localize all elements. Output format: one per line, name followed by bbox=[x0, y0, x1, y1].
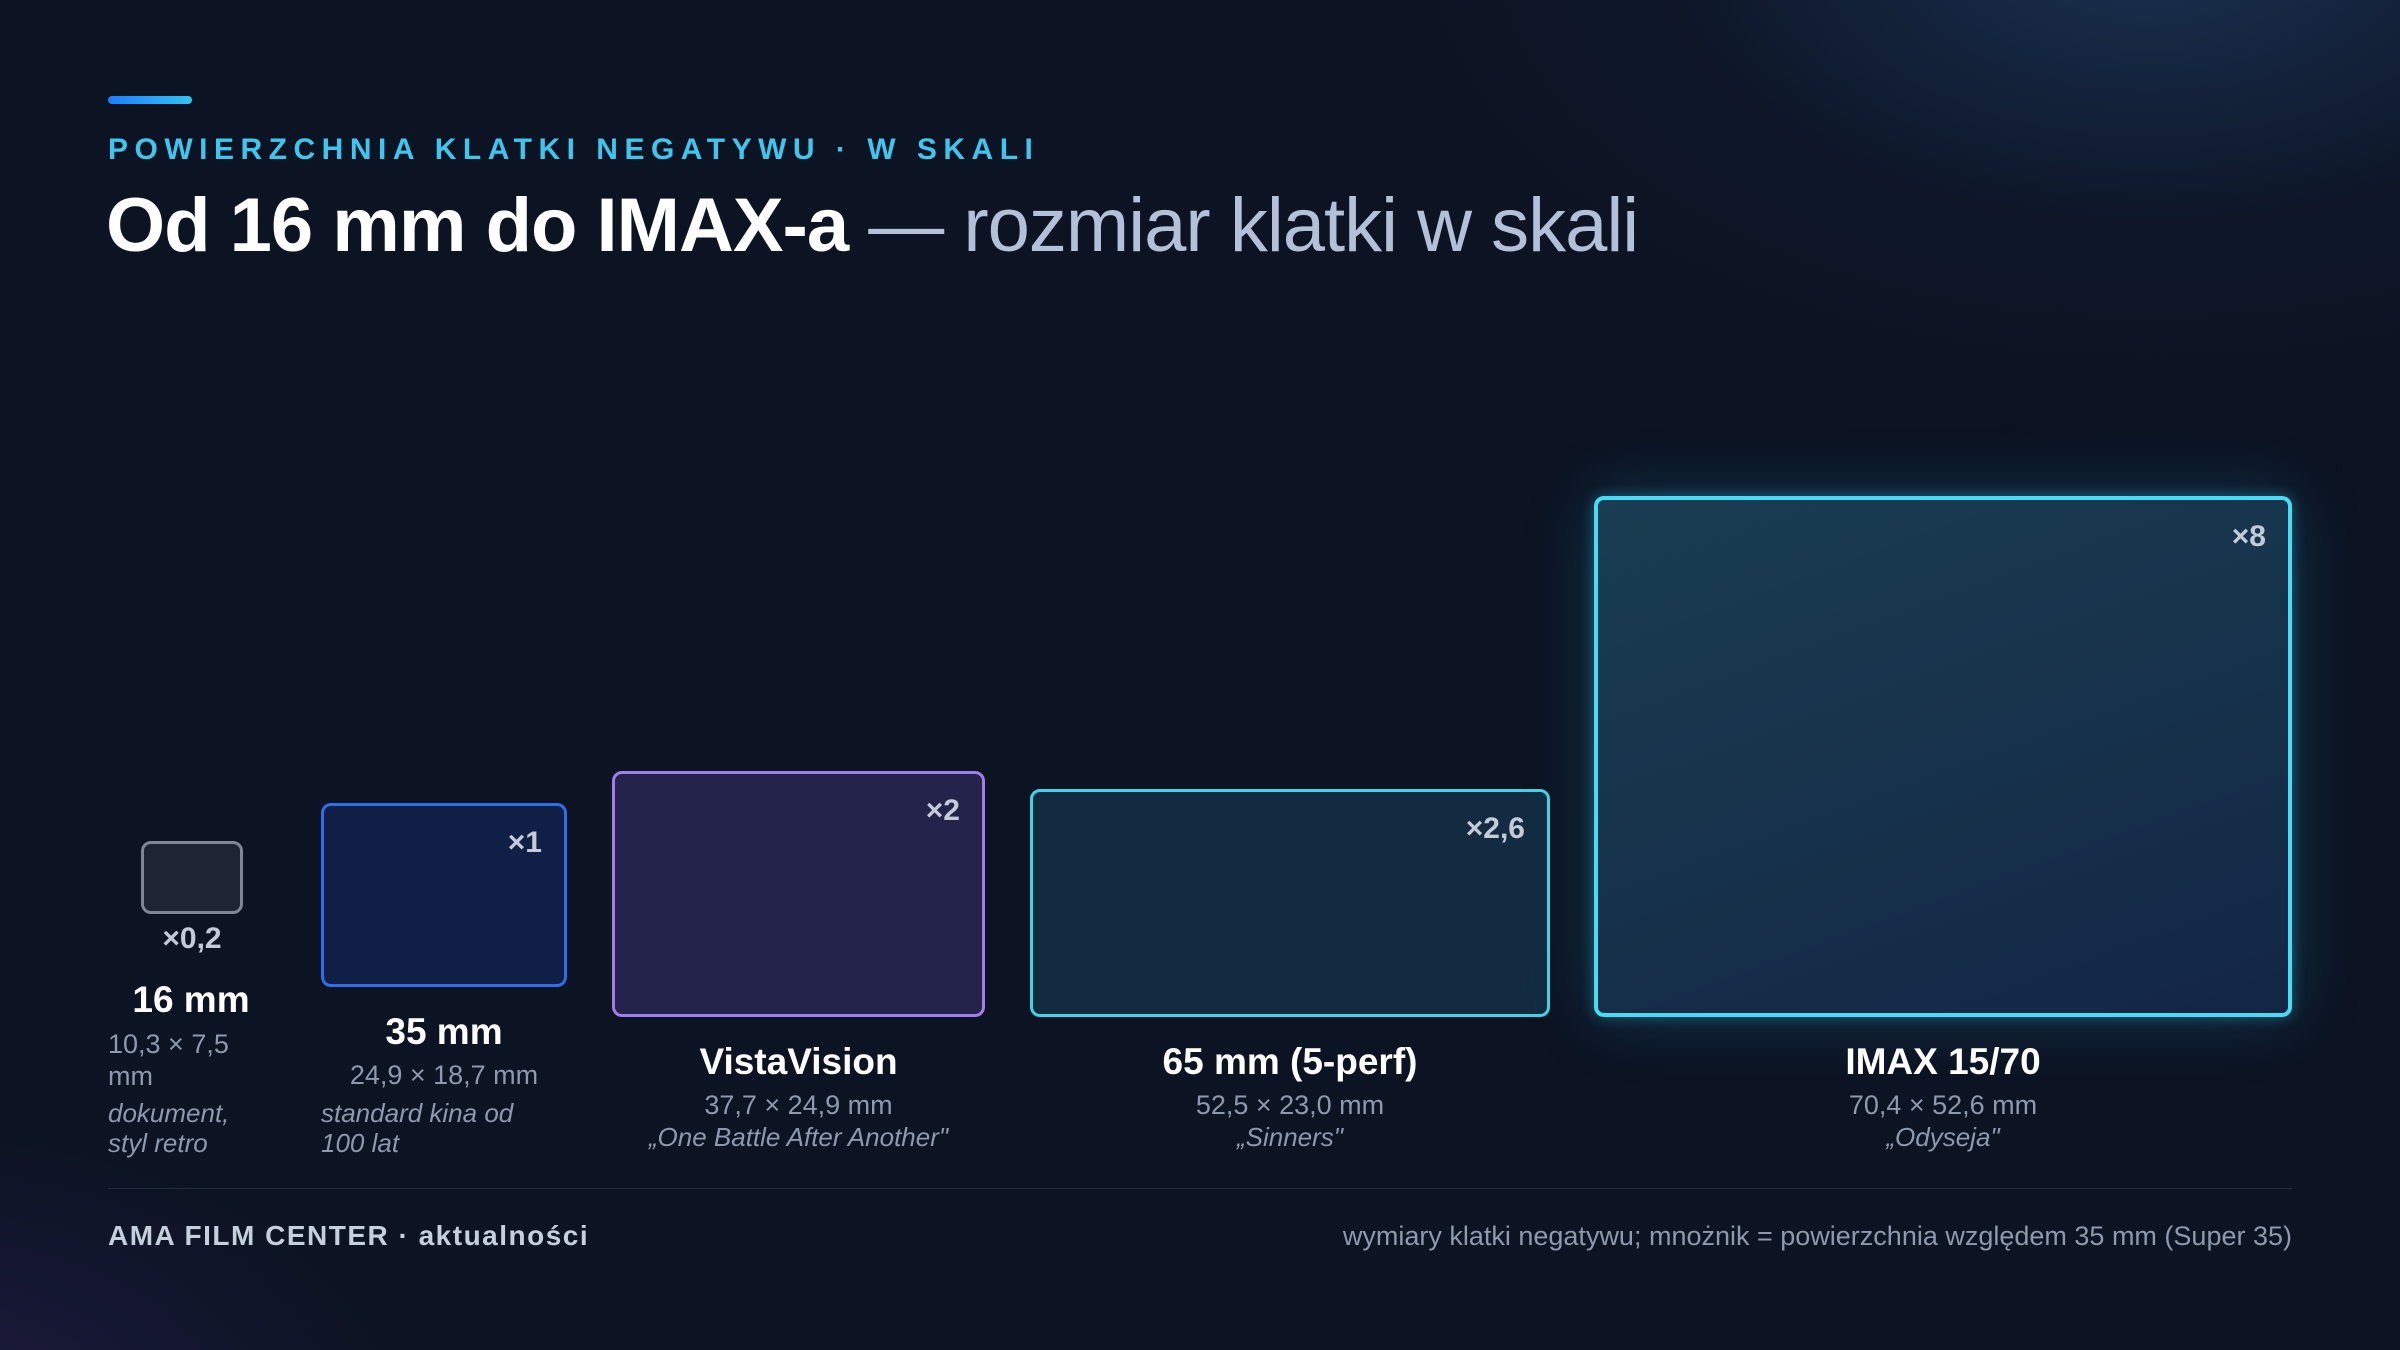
multiplier-imax: ×8 bbox=[2231, 520, 2266, 553]
page-title: Od 16 mm do IMAX-a — rozmiar klatki w sk… bbox=[106, 178, 1639, 274]
format-name-35mm: 35 mm bbox=[385, 1011, 503, 1052]
format-note-16mm: dokument, styl retro bbox=[108, 1098, 230, 1158]
footer-divider bbox=[108, 1188, 2292, 1189]
format-dims-65mm: 52,5 × 23,0 mm bbox=[1195, 1090, 1385, 1120]
format-note-35mm: standard kina od 100 lat bbox=[321, 1098, 514, 1158]
label-16mm: 16 mm 10,3 × 7,5 mm dokument, styl retro bbox=[108, 978, 258, 1158]
frame-65mm: ×2,6 bbox=[1030, 789, 1550, 1017]
format-name-imax: IMAX 15/70 bbox=[1845, 1041, 2041, 1082]
label-35mm: 35 mm 24,9 × 18,7 mm standard kina od 10… bbox=[321, 1010, 567, 1158]
multiplier-vistavision: ×2 bbox=[925, 794, 960, 827]
frame-vistavision: ×2 bbox=[612, 771, 985, 1017]
multiplier-16mm: ×0,2 bbox=[162, 922, 222, 955]
frame-35mm: ×1 bbox=[321, 803, 567, 987]
label-vistavision: VistaVision 37,7 × 24,9 mm „One Battle A… bbox=[582, 1040, 1015, 1152]
footer-brand: AMA FILM CENTER · aktualności bbox=[108, 1220, 590, 1251]
format-name-16mm: 16 mm bbox=[132, 979, 250, 1020]
title-light: — rozmiar klatki w skali bbox=[848, 183, 1639, 268]
format-name-vistavision: VistaVision bbox=[699, 1041, 898, 1082]
multiplier-65mm: ×2,6 bbox=[1465, 812, 1525, 845]
multiplier-35mm: ×1 bbox=[507, 826, 542, 859]
footer-note: wymiary klatki negatywu; mnożnik = powie… bbox=[1342, 1221, 2292, 1251]
format-note-imax: „Odyseja" bbox=[1886, 1122, 2000, 1152]
accent-bar bbox=[108, 96, 192, 104]
eyebrow-label: POWIERZCHNIA KLATKI NEGATYWU · W SKALI bbox=[108, 133, 1040, 166]
format-note-vistavision: „One Battle After Another" bbox=[648, 1122, 949, 1152]
label-65mm: 65 mm (5-perf) 52,5 × 23,0 mm „Sinners" bbox=[1030, 1040, 1550, 1152]
format-note-65mm: „Sinners" bbox=[1236, 1122, 1344, 1152]
format-dims-imax: 70,4 × 52,6 mm bbox=[1848, 1090, 2038, 1120]
format-dims-35mm: 24,9 × 18,7 mm bbox=[349, 1060, 539, 1090]
format-dims-16mm: 10,3 × 7,5 mm bbox=[108, 1029, 229, 1091]
label-imax: IMAX 15/70 70,4 × 52,6 mm „Odyseja" bbox=[1594, 1040, 2292, 1152]
frame-16mm bbox=[141, 841, 243, 914]
frame-imax: ×8 bbox=[1594, 496, 2292, 1017]
format-name-65mm: 65 mm (5-perf) bbox=[1162, 1041, 1418, 1082]
title-bold: Od 16 mm do IMAX-a bbox=[106, 183, 849, 268]
format-dims-vistavision: 37,7 × 24,9 mm bbox=[704, 1090, 893, 1120]
